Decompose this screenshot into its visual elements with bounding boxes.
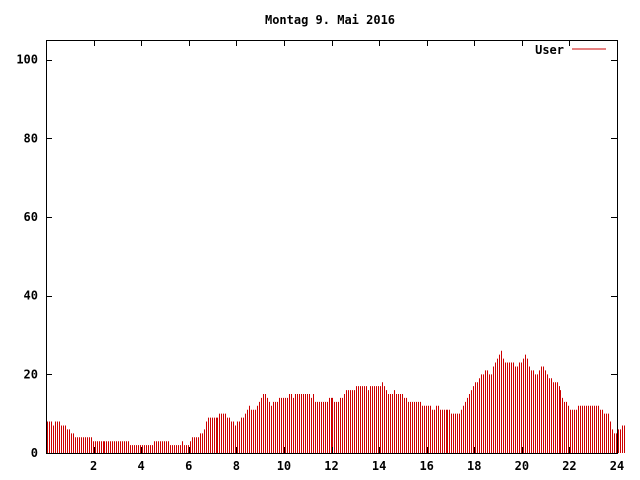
y-tick-label: 60 (24, 210, 38, 224)
x-tick-label: 20 (515, 459, 529, 473)
x-tick-label: 12 (324, 459, 338, 473)
y-tick-label: 0 (31, 446, 38, 460)
legend: User (535, 43, 606, 57)
x-tick-label: 18 (467, 459, 481, 473)
x-tick-label: 4 (138, 459, 145, 473)
y-tick-label: 20 (24, 367, 38, 381)
y-tick-label: 80 (24, 131, 38, 145)
x-tick-label: 2 (90, 459, 97, 473)
legend-label: User (535, 43, 564, 57)
x-tick-label: 14 (372, 459, 386, 473)
x-tick-label: 10 (277, 459, 291, 473)
x-tick-label: 8 (233, 459, 240, 473)
bar-series (47, 350, 625, 453)
x-tick-label: 6 (185, 459, 192, 473)
y-tick-label: 100 (16, 53, 38, 67)
x-tick-label: 22 (562, 459, 576, 473)
axis-ticks (46, 40, 618, 454)
x-tick-label: 24 (610, 459, 624, 473)
chart-title: Montag 9. Mai 2016 (265, 13, 395, 27)
y-tick-label: 40 (24, 289, 38, 303)
x-tick-label: 16 (419, 459, 433, 473)
